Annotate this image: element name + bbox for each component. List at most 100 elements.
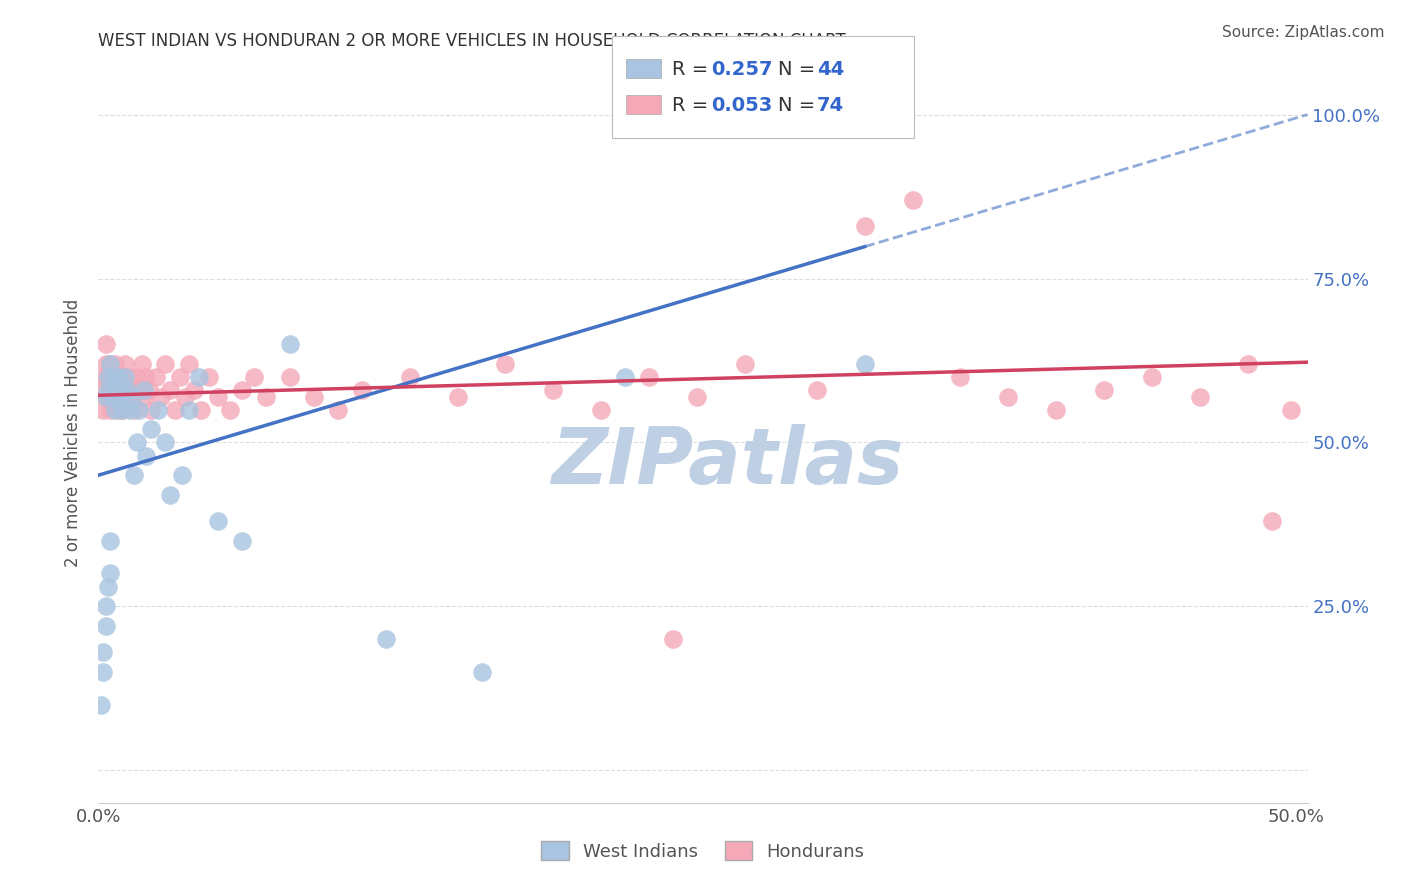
Point: [173, 390, 195, 404]
Point: [100, 357, 122, 371]
Point: [169, 370, 191, 384]
Point: [100, 357, 122, 371]
Point: [139, 422, 162, 436]
Point: [94, 619, 117, 633]
Point: [91, 370, 114, 384]
Point: [1188, 390, 1211, 404]
Point: [149, 390, 172, 404]
Point: [183, 383, 205, 397]
Point: [179, 357, 201, 371]
Text: 44: 44: [817, 60, 844, 79]
Point: [97, 383, 120, 397]
Point: [107, 390, 129, 404]
Point: [207, 390, 229, 404]
Point: [614, 370, 637, 384]
Point: [374, 632, 396, 646]
Point: [100, 533, 122, 548]
Point: [97, 370, 120, 384]
Point: [398, 370, 420, 384]
Point: [90, 698, 112, 712]
Text: 0.053: 0.053: [711, 95, 773, 115]
Text: 74: 74: [817, 95, 844, 115]
Point: [91, 665, 114, 679]
Point: [495, 357, 517, 371]
Point: [115, 383, 138, 397]
Point: [638, 370, 661, 384]
Point: [101, 370, 124, 384]
Point: [1236, 357, 1258, 371]
Point: [197, 370, 219, 384]
Point: [1260, 514, 1282, 528]
Point: [179, 402, 201, 417]
Point: [139, 402, 162, 417]
Point: [108, 370, 131, 384]
Point: [94, 357, 117, 371]
Point: [94, 599, 117, 614]
Point: [107, 402, 129, 417]
Point: [543, 383, 565, 397]
Point: [97, 580, 120, 594]
Point: [159, 488, 181, 502]
Point: [734, 357, 756, 371]
Point: [125, 435, 148, 450]
Point: [231, 383, 253, 397]
Point: [853, 219, 876, 234]
Point: [90, 383, 112, 397]
Point: [104, 357, 127, 371]
Point: [138, 383, 160, 397]
Point: [163, 402, 186, 417]
Point: [91, 645, 114, 659]
Point: [1092, 383, 1115, 397]
Point: [155, 357, 177, 371]
Point: [997, 390, 1019, 404]
Point: [159, 383, 181, 397]
Point: [326, 402, 349, 417]
Point: [101, 370, 124, 384]
Point: [91, 402, 114, 417]
Point: [254, 390, 277, 404]
Text: N =: N =: [778, 95, 821, 115]
Point: [118, 402, 141, 417]
Point: [188, 370, 211, 384]
Point: [155, 435, 177, 450]
Point: [1140, 370, 1163, 384]
Text: WEST INDIAN VS HONDURAN 2 OR MORE VEHICLES IN HOUSEHOLD CORRELATION CHART: WEST INDIAN VS HONDURAN 2 OR MORE VEHICL…: [98, 32, 846, 50]
Point: [207, 514, 229, 528]
Point: [135, 370, 157, 384]
Point: [686, 390, 709, 404]
Point: [94, 337, 117, 351]
Point: [101, 390, 124, 404]
Point: [101, 390, 124, 404]
Point: [107, 390, 129, 404]
Point: [949, 370, 972, 384]
Point: [231, 533, 253, 548]
Point: [901, 193, 924, 207]
Point: [125, 370, 148, 384]
Text: R =: R =: [672, 60, 714, 79]
Point: [1279, 402, 1302, 417]
Point: [108, 383, 131, 397]
Point: [100, 566, 122, 581]
Point: [97, 370, 120, 384]
Text: R =: R =: [672, 95, 714, 115]
Point: [853, 357, 876, 371]
Point: [121, 390, 143, 404]
Point: [128, 383, 150, 397]
Point: [108, 383, 131, 397]
Point: [135, 449, 157, 463]
Point: [114, 357, 136, 371]
Point: [219, 402, 242, 417]
Point: [131, 357, 153, 371]
Point: [132, 383, 155, 397]
Point: [470, 665, 492, 679]
Point: [350, 383, 373, 397]
Point: [118, 370, 141, 384]
Point: [111, 390, 134, 404]
Point: [591, 402, 613, 417]
Point: [114, 390, 136, 404]
Point: [148, 402, 170, 417]
Point: [132, 390, 155, 404]
Text: 0.257: 0.257: [711, 60, 773, 79]
Point: [278, 370, 301, 384]
Point: [446, 390, 468, 404]
